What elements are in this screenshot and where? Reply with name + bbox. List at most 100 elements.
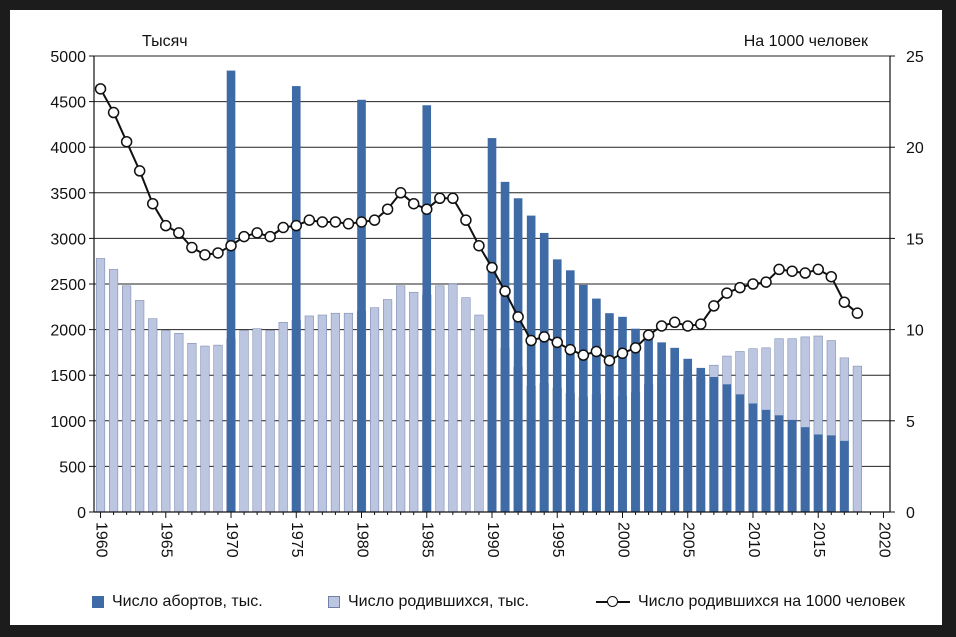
bar-births <box>109 269 119 513</box>
point-birth-rate <box>473 239 485 252</box>
left-tick-label: 2000 <box>50 323 86 340</box>
point-birth-rate <box>499 285 511 298</box>
bar-births <box>265 330 275 513</box>
bar-abortions <box>748 403 758 512</box>
point-birth-rate <box>199 249 211 261</box>
legend-swatch-births <box>328 596 340 608</box>
chart-panel: 0 500 1000 1500 2000 2500 3000 3500 4000 4500 5000… <box>10 10 942 625</box>
bar-abortions <box>696 367 706 512</box>
point-birth-rate <box>812 263 824 276</box>
point-birth-rate <box>421 203 433 215</box>
point-birth-rate <box>512 311 524 323</box>
point-birth-rate <box>655 320 668 332</box>
left-tick-label: 4000 <box>50 140 86 157</box>
point-birth-rate <box>447 192 459 205</box>
point-birth-rate <box>107 106 120 119</box>
point-birth-rate <box>303 214 316 226</box>
bar-abortions <box>683 358 693 512</box>
point-birth-rate <box>851 307 864 319</box>
x-tick-label: 1970 <box>223 522 240 558</box>
point-birth-rate <box>394 187 407 199</box>
point-birth-rate <box>381 203 394 215</box>
bar-births <box>187 343 197 513</box>
bar-abortions <box>539 232 549 513</box>
x-tick-label: 2000 <box>614 522 631 558</box>
bar-abortions <box>526 215 536 512</box>
point-birth-rate <box>577 349 590 361</box>
x-tick-label: 1990 <box>484 522 501 558</box>
bar-abortions <box>500 181 510 512</box>
left-tick-label: 3500 <box>50 186 86 203</box>
point-birth-rate <box>825 270 838 283</box>
bar-births <box>343 312 354 513</box>
bar-abortions <box>487 138 497 512</box>
point-birth-rate <box>564 343 577 356</box>
x-tick-label: 2015 <box>810 522 827 558</box>
legend-label-birth-rate: Число родившихся на 1000 человек <box>638 593 905 610</box>
x-tick-label: 1975 <box>288 522 305 558</box>
point-birth-rate <box>721 287 733 299</box>
point-birth-rate <box>264 230 276 243</box>
bar-births <box>317 314 327 513</box>
point-birth-rate <box>238 230 250 243</box>
bar-births <box>448 283 458 513</box>
bar-births <box>304 315 314 513</box>
bar-births <box>95 258 106 513</box>
point-birth-rate <box>695 318 707 330</box>
bar-births <box>852 365 862 513</box>
bar-abortions <box>722 384 732 512</box>
point-birth-rate <box>186 241 198 254</box>
point-birth-rate <box>734 281 746 294</box>
left-tick-label: 5000 <box>50 49 86 66</box>
bar-births <box>383 299 393 513</box>
bar-births <box>200 345 210 513</box>
bar-abortions <box>618 316 627 512</box>
legend-label-abortions: Число абортов, тыс. <box>112 593 263 610</box>
legend-item-abortions: Число абортов, тыс. <box>92 593 263 611</box>
bar-births <box>396 285 406 513</box>
left-tick-label: 1000 <box>50 414 86 431</box>
point-birth-rate <box>225 239 237 252</box>
point-birth-rate <box>290 219 303 232</box>
point-birth-rate <box>590 345 603 358</box>
chart: 0 500 1000 1500 2000 2500 3000 3500 4000 4500 5000… <box>50 33 924 558</box>
point-birth-rate <box>120 135 133 148</box>
bar-abortions <box>840 440 849 512</box>
point-birth-rate <box>603 354 616 367</box>
bar-abortions <box>644 335 653 512</box>
point-birth-rate <box>799 267 811 279</box>
point-birth-rate <box>342 218 355 230</box>
x-tick-label: 2010 <box>745 522 762 558</box>
left-tick-label: 0 <box>77 505 86 522</box>
bar-abortions <box>357 99 366 512</box>
left-tick-label: 3000 <box>50 231 86 248</box>
bar-abortions <box>787 419 797 512</box>
bar-abortions <box>813 434 823 512</box>
bar-abortions <box>422 105 432 513</box>
point-birth-rate <box>460 214 472 226</box>
legend: Число абортов, тыс. Число родившихся, ты… <box>10 585 942 615</box>
bar-births <box>135 300 145 513</box>
right-tick-label: 0 <box>906 505 915 522</box>
x-tick-label: 2020 <box>875 522 892 558</box>
bar-abortions <box>761 409 771 512</box>
right-tick-label: 20 <box>906 140 924 157</box>
point-birth-rate <box>94 83 107 95</box>
bar-abortions <box>605 313 614 512</box>
point-birth-rate <box>551 336 563 349</box>
left-tick-label: 4500 <box>50 95 86 112</box>
left-tick-label: 500 <box>59 459 86 476</box>
right-tick-label: 25 <box>906 49 924 66</box>
point-birth-rate <box>747 278 759 290</box>
bar-abortions <box>592 298 601 512</box>
point-birth-rate <box>629 342 642 354</box>
legend-item-births: Число родившихся, тыс. <box>328 593 529 611</box>
bar-abortions <box>226 70 236 513</box>
bar-abortions <box>291 86 301 512</box>
x-tick-label: 1995 <box>549 522 566 558</box>
bar-abortions <box>735 394 745 512</box>
point-birth-rate <box>173 227 185 239</box>
point-birth-rate <box>786 265 798 277</box>
bar-births <box>461 297 471 513</box>
left-axis-title: Тысяч <box>142 33 188 50</box>
